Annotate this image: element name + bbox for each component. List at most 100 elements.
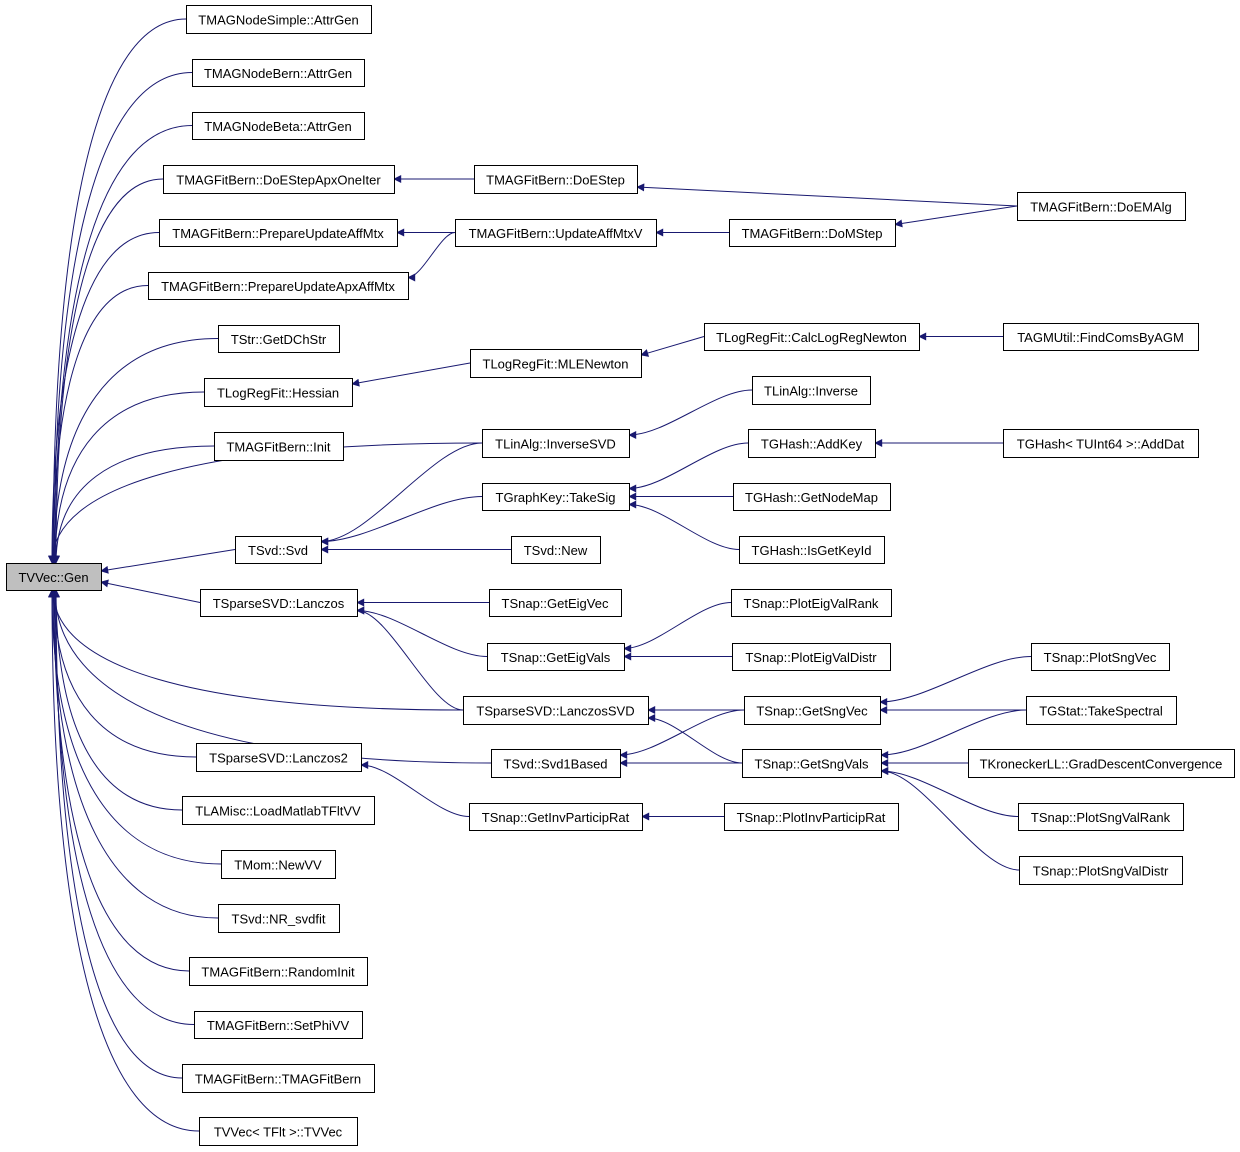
node-box (186, 5, 372, 34)
node-label: TGHash::GetNodeMap (745, 490, 878, 505)
node-tlogregfit-hessian[interactable]: TLogRegFit::Hessian (204, 378, 353, 407)
node-tmagnodebern-attrgen[interactable]: TMAGNodeBern::AttrGen (192, 59, 365, 87)
node-box (182, 796, 375, 825)
node-tmagfitbern-setphivv[interactable]: TMAGFitBern::SetPhiVV (194, 1011, 363, 1039)
node-label: TMAGFitBern::TMAGFitBern (195, 1072, 361, 1087)
node-tghash-getnodemap[interactable]: TGHash::GetNodeMap (733, 483, 891, 511)
edge-tlinalg-inverse-to-tlinalg-inversesvd (628, 389, 753, 439)
nodes-layer: TVVec::Gen TMAGNodeSimple::AttrGenTMAGNod… (6, 5, 1235, 1146)
edge-tsparsesvd-lanczossvd-to-tvvec-gen (49, 589, 464, 711)
node-tsnap-ploteigvalrank[interactable]: TSnap::PlotEigValRank (731, 589, 892, 617)
node-tsnap-plotsngvalrank[interactable]: TSnap::PlotSngValRank (1018, 803, 1184, 831)
node-box (214, 432, 344, 461)
node-label: TSnap::GetInvParticipRat (482, 810, 630, 825)
node-label: TKroneckerLL::GradDescentConvergence (980, 757, 1223, 772)
node-tmagfitbern-updateaffmtxv[interactable]: TMAGFitBern::UpdateAffMtxV (455, 219, 657, 247)
node-box (194, 1011, 363, 1039)
node-box (470, 349, 642, 378)
edge-tsnap-ploteigvalrank-to-tsnap-geteigvals (623, 602, 732, 653)
node-label: TVVec::Gen (18, 570, 88, 585)
node-tsparsesvd-lanczossvd[interactable]: TSparseSVD::LanczosSVD (463, 696, 649, 725)
node-box (182, 1064, 375, 1093)
node-tsnap-plotsngvaldistr[interactable]: TSnap::PlotSngValDistr (1019, 856, 1183, 885)
node-tvvec-tflt-tvvec[interactable]: TVVec< TFlt >::TVVec (199, 1117, 358, 1146)
node-tghash-tuint64-adddat[interactable]: TGHash< TUInt64 >::AddDat (1003, 429, 1199, 458)
node-box (748, 429, 876, 458)
node-tsnap-getsngvec[interactable]: TSnap::GetSngVec (744, 696, 881, 725)
node-label: TLAMisc::LoadMatlabTFltVV (195, 804, 361, 819)
node-box (148, 272, 409, 300)
node-tkroneckerll-graddescentconvergence[interactable]: TKroneckerLL::GradDescentConvergence (968, 749, 1235, 778)
node-tsnap-geteigvals[interactable]: TSnap::GetEigVals (487, 643, 625, 671)
node-tsnap-plotsngvec[interactable]: TSnap::PlotSngVec (1031, 643, 1170, 671)
node-box (704, 323, 920, 351)
node-tlamisc-loadmatlabtfltvv[interactable]: TLAMisc::LoadMatlabTFltVV (182, 796, 375, 825)
edge-tghash-isgetkeyid-to-tgraphkey-takesig (628, 500, 740, 550)
node-tsnap-getinvparticiprat[interactable]: TSnap::GetInvParticipRat (469, 803, 643, 831)
node-tsvd-new[interactable]: TSvd::New (511, 536, 601, 564)
node-tlogregfit-mlenewton[interactable]: TLogRegFit::MLENewton (470, 349, 642, 378)
node-label: TMAGNodeBern::AttrGen (204, 66, 352, 81)
node-tvvec-gen[interactable]: TVVec::Gen (6, 563, 102, 591)
node-tsparsesvd-lanczos2[interactable]: TSparseSVD::Lanczos2 (196, 743, 362, 772)
node-label: TAGMUtil::FindComsByAGM (1017, 330, 1184, 345)
node-tsvd-svd1based[interactable]: TSvd::Svd1Based (491, 749, 621, 778)
node-tstr-getdchstr[interactable]: TStr::GetDChStr (218, 325, 340, 353)
edge-tmagnodesimple-attrgen-to-tvvec-gen (49, 18, 187, 564)
node-tsvd-svd[interactable]: TSvd::Svd (235, 536, 322, 564)
node-label: TMAGNodeSimple::AttrGen (198, 13, 358, 28)
node-label: TSnap::GetSngVec (756, 704, 868, 719)
node-tsnap-geteigvec[interactable]: TSnap::GetEigVec (489, 589, 622, 617)
edge-tmagfitbern-randominit-to-tvvec-gen (50, 589, 190, 972)
node-tlinalg-inversesvd[interactable]: TLinAlg::InverseSVD (482, 429, 630, 458)
node-tmagfitbern-doemalg[interactable]: TMAGFitBern::DoEMAlg (1017, 192, 1186, 221)
node-tsparsesvd-lanczos[interactable]: TSparseSVD::Lanczos (200, 589, 358, 617)
node-tmagfitbern-init[interactable]: TMAGFitBern::Init (214, 432, 344, 461)
edge-tlinalg-inversesvd-to-tvvec-gen (48, 442, 483, 564)
node-label: TSnap::PlotInvParticipRat (737, 810, 886, 825)
node-label: TGStat::TakeSpectral (1039, 704, 1163, 719)
node-tsvd-nr-svdfit[interactable]: TSvd::NR_svdfit (218, 904, 340, 933)
node-box (511, 536, 601, 564)
edge-tmagfitbern-doemalg-to-tmagfitbern-doestep (636, 183, 1018, 207)
node-label: TGHash< TUInt64 >::AddDat (1017, 437, 1185, 452)
node-label: TSnap::PlotEigValRank (744, 596, 879, 611)
node-tgstat-takespectral[interactable]: TGStat::TakeSpectral (1026, 696, 1177, 725)
node-tmagfitbern-prepareupdateapxaffmtx[interactable]: TMAGFitBern::PrepareUpdateApxAffMtx (148, 272, 409, 300)
node-tsnap-getsngvals[interactable]: TSnap::GetSngVals (742, 749, 882, 778)
node-tmagfitbern-tmagfitbern[interactable]: TMAGFitBern::TMAGFitBern (182, 1064, 375, 1093)
node-label: TSnap::GetSngVals (755, 757, 869, 772)
node-tmagfitbern-randominit[interactable]: TMAGFitBern::RandomInit (189, 957, 368, 986)
node-tmagnodebeta-attrgen[interactable]: TMAGNodeBeta::AttrGen (192, 112, 365, 140)
node-label: TSnap::GetEigVals (501, 650, 611, 665)
node-tmagfitbern-domstep[interactable]: TMAGFitBern::DoMStep (729, 219, 896, 247)
edge-tlogregfit-mlenewton-to-tlogregfit-hessian (351, 362, 471, 387)
node-label: TMAGFitBern::PrepareUpdateApxAffMtx (161, 279, 395, 294)
node-tmagfitbern-doestep[interactable]: TMAGFitBern::DoEStep (474, 165, 638, 194)
node-label: TMom::NewVV (234, 858, 322, 873)
node-box (196, 743, 362, 772)
edge-tmagfitbern-updateaffmtxv-to-tmagfitbern-prepareupdateapxaffmtx (407, 232, 456, 282)
node-box (752, 376, 871, 405)
node-tsnap-plotinvparticiprat[interactable]: TSnap::PlotInvParticipRat (724, 803, 899, 831)
node-tghash-isgetkeyid[interactable]: TGHash::IsGetKeyId (739, 536, 885, 564)
node-tmagfitbern-doestepapxoneiter[interactable]: TMAGFitBern::DoEStepApxOneIter (163, 165, 395, 194)
node-tlinalg-inverse[interactable]: TLinAlg::Inverse (752, 376, 871, 405)
node-tmagnodesimple-attrgen[interactable]: TMAGNodeSimple::AttrGen (186, 5, 372, 34)
node-tlogregfit-calclogregnewton[interactable]: TLogRegFit::CalcLogRegNewton (704, 323, 920, 351)
node-tsnap-ploteigvaldistr[interactable]: TSnap::PlotEigValDistr (732, 643, 891, 671)
edges-layer (48, 18, 1032, 1132)
node-box (731, 589, 892, 617)
node-label: TSvd::Svd (248, 543, 308, 558)
node-box (204, 378, 353, 407)
edge-tmagfitbern-tmagfitbern-to-tvvec-gen (52, 589, 183, 1079)
node-tghash-addkey[interactable]: TGHash::AddKey (748, 429, 876, 458)
node-tmagfitbern-prepareupdateaffmtx[interactable]: TMAGFitBern::PrepareUpdateAffMtx (159, 219, 398, 247)
edge-tlinalg-inversesvd-to-tsvd-svd (320, 442, 483, 546)
node-tagmutil-findcomsbyagm[interactable]: TAGMUtil::FindComsByAGM (1003, 323, 1199, 351)
edge-tsparsesvd-lanczos-to-tvvec-gen (100, 579, 201, 603)
node-tmom-newvv[interactable]: TMom::NewVV (221, 850, 336, 879)
node-tgraphkey-takesig[interactable]: TGraphKey::TakeSig (482, 483, 630, 511)
node-label: TMAGFitBern::DoEStepApxOneIter (176, 173, 381, 188)
